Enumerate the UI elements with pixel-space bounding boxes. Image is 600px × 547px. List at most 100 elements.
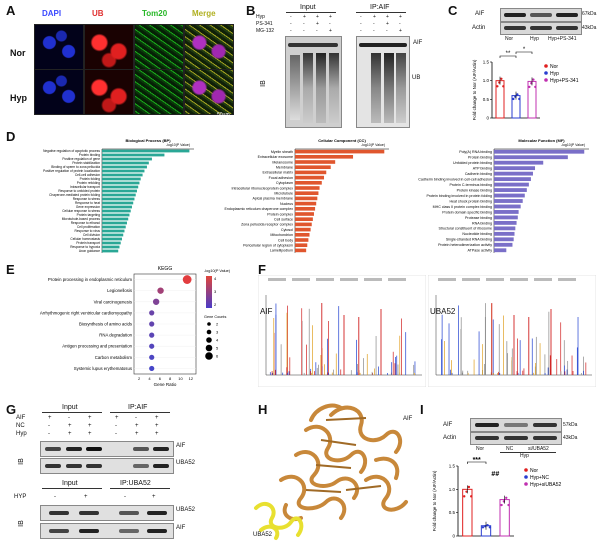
bar (494, 199, 523, 203)
data-dot (532, 78, 535, 81)
h-aif-ribbon (279, 403, 408, 522)
b-condition-sign: + (316, 21, 319, 27)
bar (295, 206, 316, 211)
bubble (149, 343, 155, 349)
bar (295, 227, 311, 232)
bar-label: Chaperone-mediated protein folding (49, 193, 100, 197)
category-label: Arrhythmogenic right ventricular cardiom… (40, 310, 133, 315)
g-header-ip: IP:AIF (128, 404, 148, 411)
data-dot (496, 85, 499, 88)
bar (295, 196, 318, 201)
b-condition-sign: + (316, 14, 319, 20)
i-size-57: 57kDa (563, 422, 578, 428)
header-text-block (534, 278, 552, 281)
bar-label: Apical plasma membrane (252, 197, 293, 201)
x-axis-label: -log10(P Value) (166, 143, 190, 147)
bar-label: MHC class II protein complex binding (433, 205, 492, 209)
bar (102, 245, 120, 249)
x-tick-label: 4 (148, 376, 151, 381)
bar-label: Protein heterodimerization activity (438, 243, 492, 247)
panel-label-b: B (246, 3, 256, 18)
i-lane-siuba52: si/UBA52 (528, 446, 549, 452)
legend-marker (524, 475, 528, 479)
y-tick-label: 0 (452, 534, 455, 539)
bar (295, 217, 313, 222)
header-text-block (388, 278, 406, 281)
bar (494, 220, 517, 225)
header-text-block (438, 278, 456, 281)
g-band-aif-2: AIF (176, 525, 186, 531)
legend-size-marker (206, 337, 212, 343)
g-header-line-input (42, 412, 102, 413)
data-dot (500, 77, 503, 80)
bar-label: Protein domain specific binding (442, 210, 492, 214)
bar (102, 197, 135, 201)
d-mf-chart: Molecular Function (MF)-log10(P Value) Po… (418, 138, 589, 253)
g-band-aif: AIF (176, 443, 186, 449)
legend-size-label: 3 (216, 330, 219, 335)
x-tick-label: 8 (169, 376, 172, 381)
bar-label: Response to ethanol (71, 221, 101, 225)
y-tick-label: 1.5 (483, 60, 490, 65)
f-label-uba52: UBA52 (430, 307, 456, 316)
g-header-input2: Input (62, 480, 78, 487)
header-text-block (486, 278, 504, 281)
b-condition-sign: - (386, 28, 388, 34)
header-text-block (510, 278, 528, 281)
bubble (149, 310, 155, 316)
micrograph-hyp-tom20 (134, 69, 184, 115)
h-protein-structure (254, 403, 408, 540)
panel-label-f: F (258, 262, 266, 277)
g-condition-sign: + (155, 423, 159, 429)
bar-label: Cell division (83, 233, 100, 237)
sig-star: *** (473, 457, 481, 464)
bar (102, 233, 124, 237)
b-condition-sign: + (303, 14, 306, 20)
bubble (182, 275, 192, 284)
bar (102, 225, 126, 229)
bar (102, 193, 136, 197)
g-blot-aif-2 (40, 523, 174, 539)
b-condition-sign: + (399, 28, 402, 34)
g-condition-sign: - (135, 415, 137, 421)
bar-label: Extracellular exosome (258, 155, 293, 159)
bar-label: Response to virus (74, 229, 100, 233)
data-dot (534, 85, 537, 89)
panel-label-e: E (6, 262, 15, 277)
bar-label: Protein stabilization (72, 161, 100, 165)
b-band-ub: UB (412, 75, 421, 81)
bar (102, 237, 122, 241)
bar (102, 161, 149, 165)
row-label-hyp: Hyp (10, 93, 28, 103)
g-hyp-sign: + (84, 494, 88, 500)
stain-header: UB (92, 9, 104, 18)
bar (494, 231, 515, 236)
header-text-block (292, 278, 310, 281)
panel-label-i: I (420, 402, 424, 417)
g-header-line-ip2 (110, 488, 170, 489)
data-dot (481, 526, 485, 529)
legend-count-title: Gene Counts (204, 315, 226, 319)
g-condition-sign: + (68, 423, 72, 429)
bar (494, 160, 544, 165)
h-uba52-ribbon (254, 501, 304, 540)
bar-label: Cadherin binding (465, 172, 492, 176)
bar-label: Negative regulation of apoptotic process (43, 149, 100, 153)
b-condition-sign: - (360, 21, 362, 27)
g-condition-sign: + (88, 423, 92, 429)
bar-label: Protein folding (80, 177, 101, 181)
bar-label: Intracellular transport (70, 185, 100, 189)
g-condition-sign: + (135, 431, 139, 437)
bar-label: Protein complex (267, 212, 293, 216)
y-axis-label: Fold change to Nor (AIF/Actin) (472, 59, 477, 120)
legend-size-marker (207, 322, 211, 326)
panel-label-g: G (6, 402, 17, 417)
bar (102, 229, 125, 233)
bar (494, 155, 568, 160)
i-group-line (500, 452, 556, 453)
bar-label: Mitochondrion (270, 233, 293, 237)
panel-label-h: H (258, 402, 268, 417)
category-label: Systemic lupus erythematosus (74, 366, 132, 371)
bar-label: Pericellular region of cytoplasm (243, 244, 293, 248)
g-condition-sign: + (68, 431, 72, 437)
